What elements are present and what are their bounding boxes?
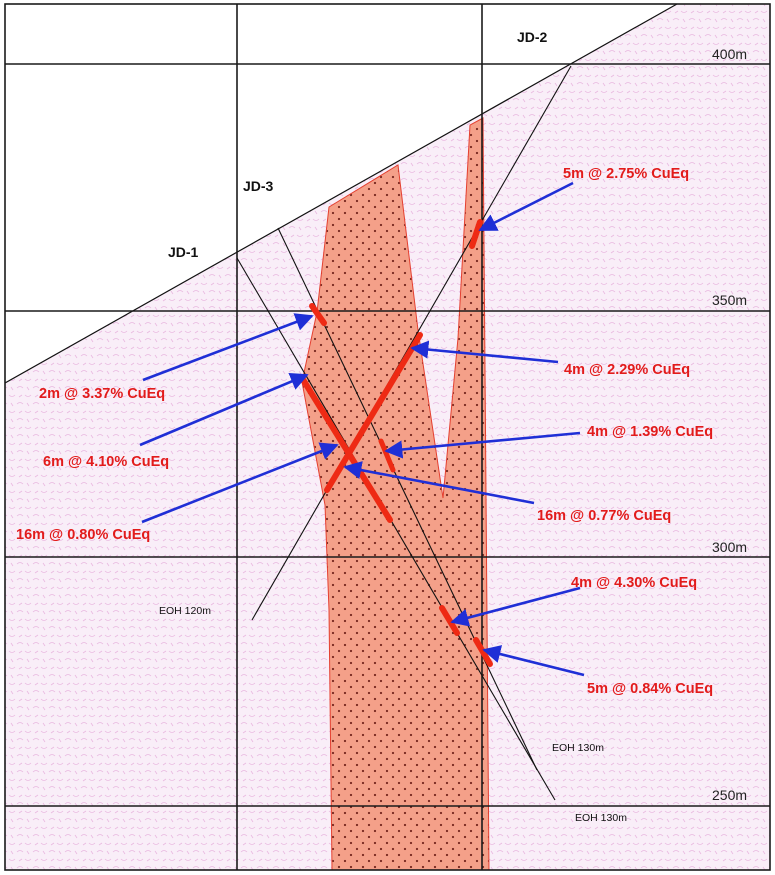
grid xyxy=(4,3,771,871)
intercept-label: 4m @ 2.29% CuEq xyxy=(564,362,690,378)
intercept-arrow xyxy=(450,586,581,627)
intercept-label: 4m @ 1.39% CuEq xyxy=(587,424,713,440)
intercept-arrow xyxy=(478,181,574,232)
intercept-label: 2m @ 3.37% CuEq xyxy=(39,386,165,402)
intercept-label: 6m @ 4.10% CuEq xyxy=(43,454,169,470)
intercept-arrow xyxy=(343,461,535,505)
hole-label-jd-1: JD-1 xyxy=(168,244,199,260)
eoh-label-jd-2: EOH 120m xyxy=(159,605,211,617)
elevation-label: 250m xyxy=(712,787,747,803)
hole-label-jd-3: JD-3 xyxy=(243,178,274,194)
intercept-segment xyxy=(309,303,327,326)
intercept-label: 5m @ 2.75% CuEq xyxy=(563,166,689,182)
hole-label-jd-2: JD-2 xyxy=(517,29,548,45)
intercept-segment xyxy=(324,332,423,493)
intercept-label: 5m @ 0.84% CuEq xyxy=(587,681,713,697)
elevation-label: 350m xyxy=(712,292,747,308)
intercept-arrow xyxy=(410,340,559,364)
intercept-label: 16m @ 0.80% CuEq xyxy=(16,527,150,543)
topography-line xyxy=(4,3,678,384)
intercept-arrow xyxy=(482,645,585,677)
eoh-label-jd-1: EOH 130m xyxy=(575,812,627,824)
intercept-label: 16m @ 0.77% CuEq xyxy=(537,508,671,524)
intercept-segment xyxy=(299,375,393,523)
elevation-label: 300m xyxy=(712,539,747,555)
intercept-arrow xyxy=(141,442,339,524)
intercept-arrow xyxy=(139,372,309,447)
intercept-arrow xyxy=(142,313,314,382)
elevation-label: 400m xyxy=(712,46,747,62)
intercept-arrows xyxy=(139,181,585,677)
intercept-arrow xyxy=(384,431,581,459)
intercept-segment xyxy=(439,605,460,636)
intercept-label: 4m @ 4.30% CuEq xyxy=(571,575,697,591)
eoh-label-jd-3: EOH 130m xyxy=(552,742,604,754)
drill-trace-jd-1 xyxy=(236,257,556,801)
